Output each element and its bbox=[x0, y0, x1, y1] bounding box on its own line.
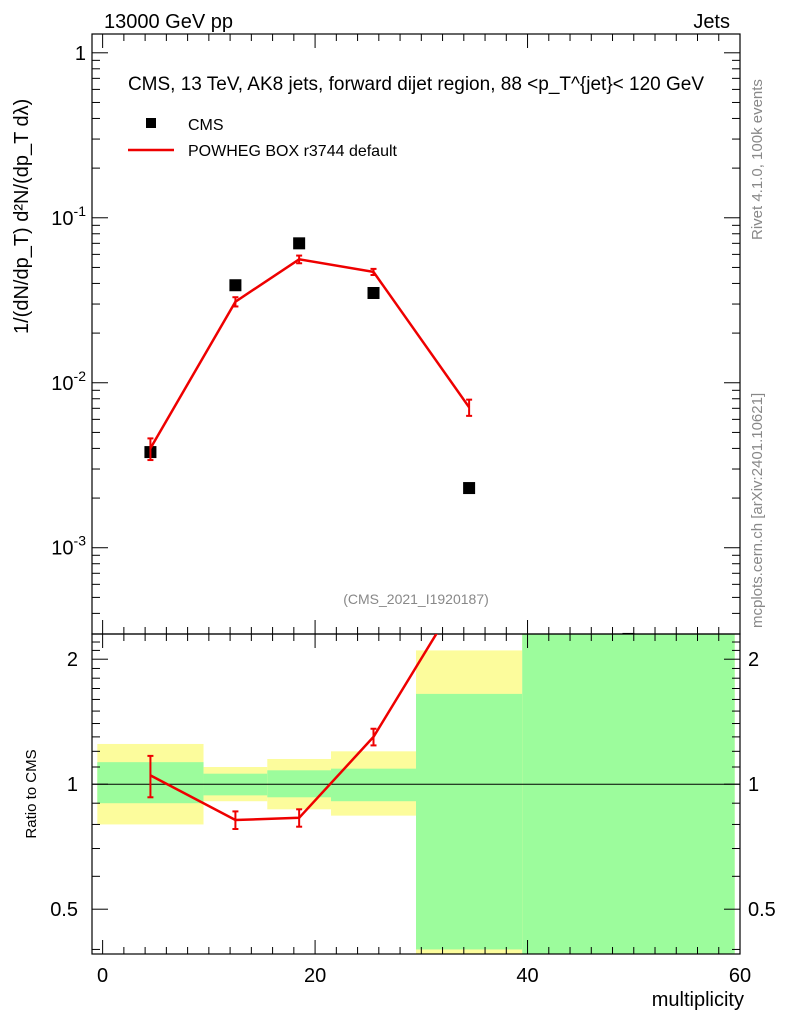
header-left: 13000 GeV pp bbox=[104, 11, 233, 33]
cms-data-point bbox=[367, 286, 380, 299]
uncertainty-band-inner bbox=[331, 768, 416, 802]
y-tick-label: 10-3 bbox=[51, 533, 86, 560]
legend-powheg-label: POWHEG BOX r3744 default bbox=[188, 143, 398, 160]
legend: CMS POWHEG BOX r3744 default bbox=[128, 117, 398, 160]
ratio-bands bbox=[97, 634, 735, 954]
uncertainty-band-inner bbox=[416, 693, 523, 950]
axes: 0 20 40 60 1 10-1 10-2 10-3 0.5 0.5 1 1 2 2 bbox=[50, 34, 776, 987]
ratio-y-axis-label: Ratio to CMS bbox=[23, 749, 40, 838]
powheg-line bbox=[149, 258, 471, 450]
rivet-label: Rivet 4.1.0, 100k events bbox=[749, 79, 766, 240]
x-tick-label: 40 bbox=[516, 965, 538, 987]
legend-cms-marker bbox=[146, 118, 156, 128]
legend-cms-label: CMS bbox=[188, 117, 224, 134]
x-axis-label: multiplicity bbox=[652, 989, 744, 1011]
ratio-y-tick-label: 1 bbox=[67, 774, 78, 796]
ratio-y-tick-label-right: 1 bbox=[748, 774, 759, 796]
ratio-y-tick-label: 0.5 bbox=[50, 899, 78, 921]
cms-data-point bbox=[463, 482, 476, 495]
cms-data-point bbox=[622, 632, 635, 634]
ratio-frame bbox=[91, 633, 741, 955]
y-tick-label: 1 bbox=[75, 43, 86, 65]
mcplots-label: mcplots.cern.ch [arXiv:2401.10621] bbox=[749, 393, 766, 628]
ratio-y-tick-label-right: 2 bbox=[748, 649, 759, 671]
y-tick-label: 10-2 bbox=[51, 368, 86, 395]
chart-title: CMS, 13 TeV, AK8 jets, forward dijet reg… bbox=[128, 74, 704, 95]
y-axis-label: 1/(dN/dp_T) d²N/(dp_T dλ) bbox=[11, 99, 33, 334]
x-tick-label: 0 bbox=[97, 965, 108, 987]
x-tick-label: 60 bbox=[729, 965, 751, 987]
analysis-annotation: (CMS_2021_I1920187) bbox=[343, 591, 489, 607]
ratio-y-tick-label: 2 bbox=[67, 649, 78, 671]
ratio-plot-area bbox=[92, 634, 740, 831]
uncertainty-band-inner bbox=[522, 634, 735, 954]
header-right: Jets bbox=[693, 11, 730, 33]
ratio-y-tick-label-right: 0.5 bbox=[748, 899, 776, 921]
y-tick-label: 10-1 bbox=[51, 203, 86, 230]
cms-data-point bbox=[229, 279, 242, 292]
x-tick-label: 20 bbox=[304, 965, 326, 987]
main-plot-area bbox=[144, 237, 635, 634]
cms-data-point bbox=[293, 237, 306, 250]
